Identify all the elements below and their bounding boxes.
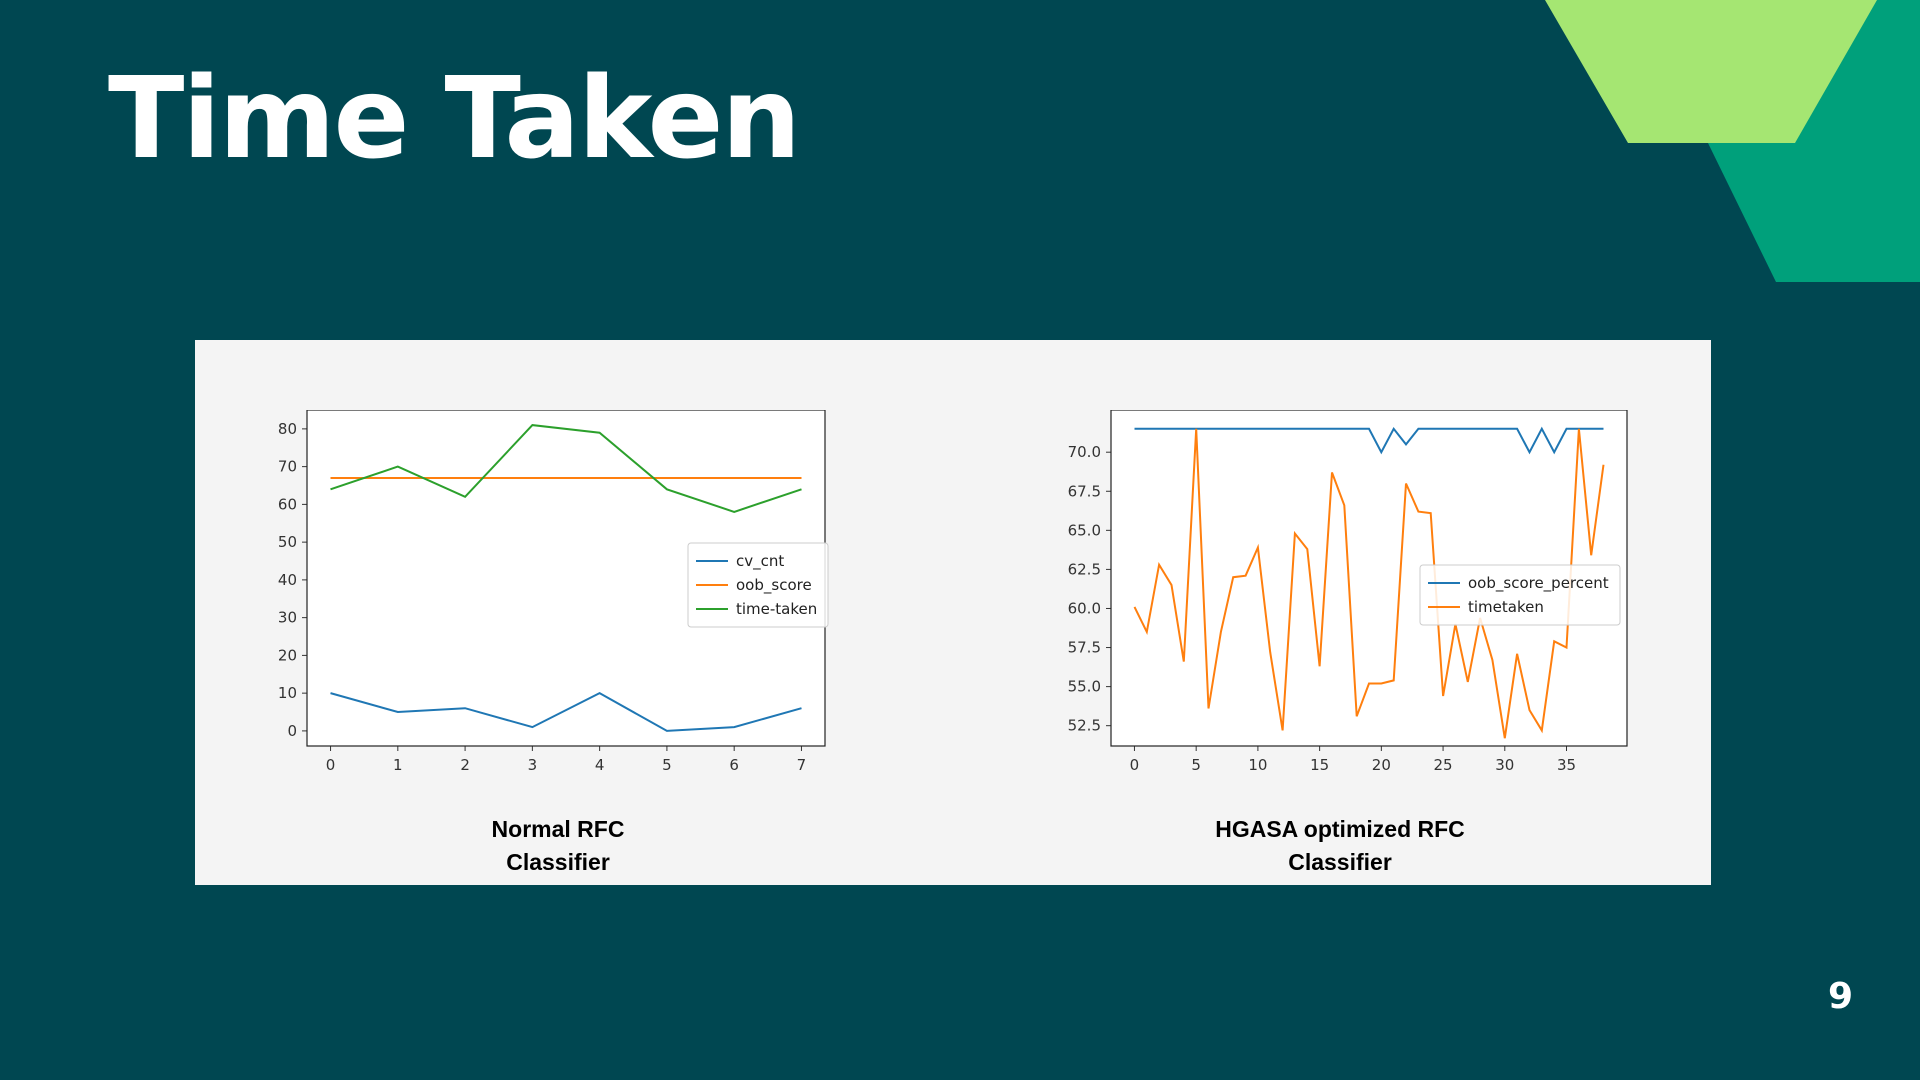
y-tick-label: 55.0 <box>1068 678 1101 696</box>
decoration-light-shape <box>1545 0 1877 143</box>
legend-label-oob-score: oob_score <box>736 576 812 595</box>
x-tick-label: 6 <box>729 756 739 770</box>
x-tick-label: 20 <box>1372 756 1391 770</box>
y-tick-label: 10 <box>278 684 297 702</box>
x-tick-label: 5 <box>1191 756 1201 770</box>
legend: oob_score_percent timetaken <box>1419 564 1621 626</box>
x-tick-label: 30 <box>1495 756 1514 770</box>
x-tick-label: 4 <box>595 756 605 770</box>
y-tick-label: 40 <box>278 571 297 589</box>
legend-label-timetaken: timetaken <box>1468 598 1544 616</box>
x-tick-label: 35 <box>1557 756 1576 770</box>
chart-normal-rfc: 0 1 2 3 4 5 6 701020304050607080cv_cntoob_score… <box>278 410 829 770</box>
slide-title: Time Taken <box>108 54 801 184</box>
x-tick-label: 25 <box>1434 756 1453 770</box>
y-tick-label: 67.5 <box>1068 482 1101 500</box>
series-line-oob-score-percent <box>1134 426 1604 455</box>
x-tick-label: 5 <box>662 756 672 770</box>
y-tick-label: 62.5 <box>1068 560 1101 578</box>
legend-box <box>687 542 829 628</box>
x-tick-label: 0 <box>326 756 336 770</box>
legend: cv_cnt oob_score time-taken <box>687 542 829 628</box>
legend-box <box>1419 564 1621 626</box>
y-tick-label: 57.5 <box>1068 639 1101 657</box>
y-tick-label: 52.5 <box>1068 717 1101 735</box>
y-tick-label: 65.0 <box>1068 521 1101 539</box>
y-tick-label: 70.0 <box>1068 443 1101 461</box>
caption-normal-rfc: Normal RFC Classifier <box>491 816 625 875</box>
y-tick-label: 20 <box>278 646 297 664</box>
x-tick-label: 0 <box>1130 756 1140 770</box>
legend-label-time-taken: time-taken <box>736 600 817 618</box>
chart-hgasa-rfc: 0 5 10 15 20 25 30 35 52.5 55.0 57.5 60.0 62.5 65.0 67… <box>1068 410 1628 770</box>
page-number: 9 <box>1827 976 1853 1017</box>
legend-label-cv-cnt: cv_cnt <box>736 552 784 571</box>
series-line-time-taken <box>330 424 802 513</box>
x-tick-label: 7 <box>797 756 807 770</box>
caption-hgasa-rfc: HGASA optimized RFC Classifier <box>1215 816 1465 875</box>
y-tick-label: 60.0 <box>1068 599 1101 617</box>
charts-panel: 0 1 2 3 4 5 6 7 0 10 20 30 40 50 60 70 80 cv_cnt oob_score… <box>195 340 1711 885</box>
y-tick-label: 70 <box>278 458 297 476</box>
x-tick-label: 3 <box>528 756 538 770</box>
y-tick-label: 50 <box>278 533 297 551</box>
series-line-cv-cnt <box>330 691 802 732</box>
legend-label-oob-score-percent: oob_score_percent <box>1468 574 1609 593</box>
y-tick-label: 30 <box>278 609 297 627</box>
plot-frame <box>1110 410 1628 747</box>
y-tick-label: 60 <box>278 495 297 513</box>
x-tick-label: 15 <box>1310 756 1329 770</box>
y-tick-label: 0 <box>287 722 297 740</box>
x-tick-label: 1 <box>393 756 403 770</box>
y-tick-label: 80 <box>278 420 297 438</box>
series-line-timetaken <box>1133 428 1605 739</box>
x-tick-label: 2 <box>460 756 470 770</box>
x-tick-label: 10 <box>1248 756 1267 770</box>
